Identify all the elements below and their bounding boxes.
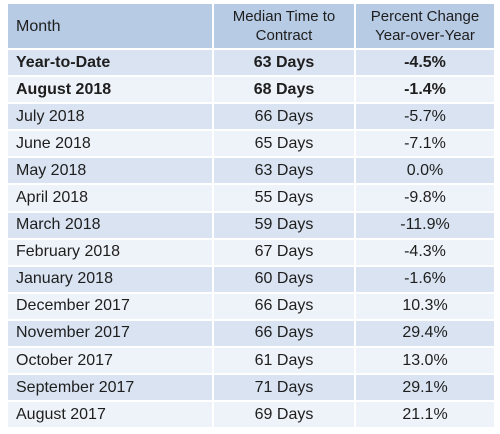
percent-change-cell: 21.1%: [355, 401, 494, 430]
percent-change-cell: -5.7%: [355, 103, 494, 132]
table-body: Year-to-Date 63 Days -4.5% August 2018 68 Da…: [8, 49, 494, 430]
column-header-pct-line2: Year-over-Year: [375, 27, 475, 44]
month-cell: May 2018: [8, 157, 214, 186]
percent-change-cell: -4.5%: [355, 49, 494, 78]
month-cell: December 2017: [8, 292, 214, 321]
column-header-median-line2: Contract: [255, 27, 313, 44]
column-header-month: Month: [8, 4, 214, 50]
month-cell: August 2018: [8, 76, 214, 105]
month-cell: October 2017: [8, 347, 214, 376]
column-header-percent-change: Percent Change Year-over-Year: [355, 4, 494, 50]
table-row: August 2017 69 Days 21.1%: [8, 401, 494, 430]
table-row: April 2018 55 Days -9.8%: [8, 184, 494, 213]
median-time-cell: 68 Days: [213, 76, 356, 105]
median-time-table-container: Month Median Time to Contract Percent Ch…: [8, 4, 494, 430]
median-time-cell: 63 Days: [213, 49, 356, 78]
month-cell: August 2017: [8, 401, 214, 430]
percent-change-cell: -1.4%: [355, 76, 494, 105]
month-cell: Year-to-Date: [8, 49, 214, 78]
month-cell: February 2018: [8, 238, 214, 267]
percent-change-cell: 13.0%: [355, 347, 494, 376]
percent-change-cell: -1.6%: [355, 265, 494, 294]
table-row: July 2018 66 Days -5.7%: [8, 103, 494, 132]
percent-change-cell: -9.8%: [355, 184, 494, 213]
table-row: January 2018 60 Days -1.6%: [8, 265, 494, 294]
month-cell: January 2018: [8, 265, 214, 294]
percent-change-cell: 29.4%: [355, 319, 494, 349]
table-row: October 2017 61 Days 13.0%: [8, 347, 494, 376]
table-row: September 2017 71 Days 29.1%: [8, 374, 494, 403]
median-time-cell: 65 Days: [213, 130, 356, 159]
month-cell: April 2018: [8, 184, 214, 213]
table-row: June 2018 65 Days -7.1%: [8, 130, 494, 159]
median-time-table: Month Median Time to Contract Percent Ch…: [8, 4, 494, 430]
table-row: February 2018 67 Days -4.3%: [8, 238, 494, 267]
month-cell: July 2018: [8, 103, 214, 132]
table-row: May 2018 63 Days 0.0%: [8, 157, 494, 186]
percent-change-cell: -7.1%: [355, 130, 494, 159]
median-time-cell: 67 Days: [213, 238, 356, 267]
table-row: November 2017 66 Days 29.4%: [8, 319, 494, 349]
table-row: March 2018 59 Days -11.9%: [8, 211, 494, 240]
median-time-cell: 66 Days: [213, 103, 356, 132]
month-cell: September 2017: [8, 374, 214, 403]
median-time-cell: 55 Days: [213, 184, 356, 213]
percent-change-cell: -11.9%: [355, 211, 494, 240]
table-row: August 2018 68 Days -1.4%: [8, 76, 494, 105]
month-cell: June 2018: [8, 130, 214, 159]
percent-change-cell: 0.0%: [355, 157, 494, 186]
percent-change-cell: -4.3%: [355, 238, 494, 267]
median-time-cell: 60 Days: [213, 265, 356, 294]
percent-change-cell: 10.3%: [355, 292, 494, 321]
percent-change-cell: 29.1%: [355, 374, 494, 403]
table-row: December 2017 66 Days 10.3%: [8, 292, 494, 321]
column-header-pct-line1: Percent Change: [370, 8, 480, 25]
month-cell: March 2018: [8, 211, 214, 240]
column-header-median-line1: Median Time to: [232, 8, 336, 25]
table-row: Year-to-Date 63 Days -4.5%: [8, 49, 494, 78]
median-time-cell: 61 Days: [213, 347, 356, 376]
median-time-cell: 63 Days: [213, 157, 356, 186]
median-time-cell: 69 Days: [213, 401, 356, 430]
median-time-cell: 66 Days: [213, 319, 356, 349]
table-header-row: Month Median Time to Contract Percent Ch…: [8, 4, 494, 50]
median-time-cell: 66 Days: [213, 292, 356, 321]
median-time-cell: 71 Days: [213, 374, 356, 403]
column-header-median-time: Median Time to Contract: [213, 4, 356, 50]
median-time-cell: 59 Days: [213, 211, 356, 240]
month-cell: November 2017: [8, 319, 214, 349]
